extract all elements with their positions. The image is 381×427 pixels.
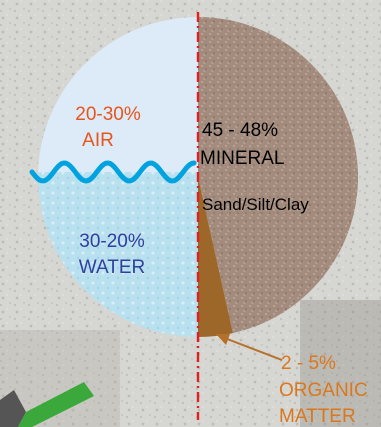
air-slice — [38, 17, 198, 172]
water-slice — [38, 172, 198, 337]
mineral-range-label: 45 - 48% — [202, 120, 278, 141]
organic-range-label: 2 - 5% — [281, 353, 336, 374]
water-range-label: 30-20% — [79, 231, 145, 252]
water-surface-wave-line — [29, 160, 197, 184]
mineral-slice — [198, 17, 358, 334]
organic-name-label-line2: MATTER — [279, 406, 356, 427]
mineral-sublabel: Sand/Silt/Clay — [202, 195, 309, 214]
organic-name-label-line1: ORGANIC — [279, 380, 368, 401]
organic-matter-slice — [198, 177, 233, 337]
air-name-label: AIR — [82, 130, 114, 151]
air-range-label: 20-30% — [75, 104, 141, 125]
organic-arrow — [216, 334, 283, 361]
mineral-name-label: MINERAL — [200, 148, 284, 169]
water-name-label: WATER — [79, 257, 146, 278]
check-mark-icon — [0, 382, 94, 427]
